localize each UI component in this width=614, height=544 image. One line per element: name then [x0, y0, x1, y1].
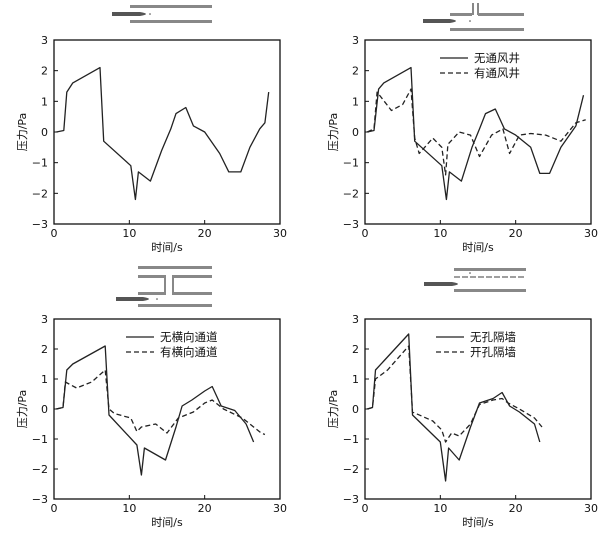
y-tick-label: 2	[352, 343, 359, 356]
legend-label: 有通风井	[474, 66, 520, 80]
y-tick-label: −2	[343, 463, 359, 476]
y-axis-label: 压力/Pa	[16, 390, 29, 429]
y-axis-label: 压力/Pa	[16, 113, 29, 152]
x-tick-label: 30	[584, 227, 598, 240]
y-tick-label: 1	[352, 373, 359, 386]
y-tick-label: 2	[352, 65, 359, 78]
x-axis-label: 时间/s	[462, 241, 494, 254]
series-line-solid	[367, 333, 541, 482]
y-tick-label: 0	[41, 126, 48, 139]
x-tick-label: 30	[584, 502, 598, 515]
y-tick-label: −1	[343, 433, 359, 446]
series-line-solid	[56, 345, 255, 476]
legend-label: 无横向通道	[160, 330, 218, 344]
legend-label: 开孔隔墙	[470, 345, 516, 359]
y-tick-label: 3	[352, 313, 359, 326]
legend-label: 无通风井	[474, 51, 520, 65]
y-tick-label: 1	[352, 95, 359, 108]
x-tick-label: 0	[362, 502, 369, 515]
x-tick-label: 0	[51, 227, 58, 240]
series-line-dashed	[367, 88, 586, 176]
x-tick-label: 20	[509, 227, 523, 240]
y-tick-label: 3	[41, 34, 48, 47]
x-tick-label: 10	[433, 502, 447, 515]
y-tick-label: −3	[32, 493, 48, 506]
y-axis-label: 压力/Pa	[327, 113, 340, 152]
y-tick-label: −1	[343, 157, 359, 170]
y-tick-label: −2	[32, 187, 48, 200]
tunnel-shaft-schematic-icon	[423, 3, 524, 31]
y-tick-label: −1	[32, 157, 48, 170]
x-tick-label: 0	[362, 227, 369, 240]
y-tick-label: −3	[343, 493, 359, 506]
y-tick-label: −2	[343, 187, 359, 200]
y-tick-label: 0	[352, 126, 359, 139]
x-tick-label: 30	[273, 227, 287, 240]
tunnel-partition-schematic-icon	[424, 268, 526, 292]
y-tick-label: −1	[32, 433, 48, 446]
x-tick-label: 10	[122, 227, 136, 240]
x-tick-label: 0	[51, 502, 58, 515]
y-tick-label: 2	[41, 65, 48, 78]
legend-label: 无孔隔墙	[470, 330, 516, 344]
x-axis-label: 时间/s	[151, 516, 183, 529]
y-tick-label: 1	[41, 95, 48, 108]
x-axis-label: 时间/s	[151, 241, 183, 254]
tunnel-plain-schematic-icon	[112, 5, 212, 23]
y-tick-label: 2	[41, 343, 48, 356]
x-axis-label: 时间/s	[462, 516, 494, 529]
x-tick-label: 10	[122, 502, 136, 515]
x-tick-label: 20	[198, 502, 212, 515]
plot-frame	[53, 39, 281, 225]
y-tick-label: 0	[41, 403, 48, 416]
y-tick-label: 1	[41, 373, 48, 386]
series-line-solid	[56, 66, 270, 201]
series-line-dashed	[367, 345, 543, 443]
y-tick-label: −2	[32, 463, 48, 476]
y-axis-label: 压力/Pa	[327, 390, 340, 429]
x-tick-label: 20	[198, 227, 212, 240]
tunnel-cross-passage-schematic-icon	[116, 266, 212, 307]
y-tick-label: 3	[41, 313, 48, 326]
y-tick-label: −3	[32, 218, 48, 231]
x-tick-label: 30	[273, 502, 287, 515]
series-line-solid	[367, 66, 585, 201]
series-line-dashed	[56, 369, 266, 436]
legend-label: 有横向通道	[160, 345, 218, 359]
y-tick-label: 3	[352, 34, 359, 47]
x-tick-label: 10	[433, 227, 447, 240]
y-tick-label: −3	[343, 218, 359, 231]
x-tick-label: 20	[509, 502, 523, 515]
y-tick-label: 0	[352, 403, 359, 416]
